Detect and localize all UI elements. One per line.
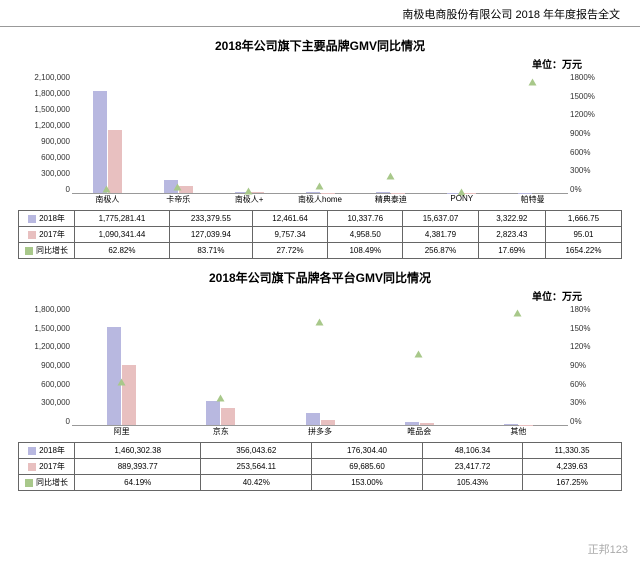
chart2-area (72, 305, 568, 426)
row-header: 同比增长 (19, 475, 75, 491)
yoy-marker (104, 185, 111, 192)
table-cell: 233,379.55 (169, 211, 252, 227)
chart1-block: 2018年公司旗下主要品牌GMV同比情况 单位：万元 2,100,0001,80… (0, 27, 640, 259)
chart2-y1-axis: 1,800,0001,500,0001,200,000900,000600,00… (22, 305, 70, 426)
bar-2017 (221, 408, 235, 425)
yoy-marker (118, 378, 125, 385)
bar-2018 (93, 91, 107, 193)
yoy-marker (317, 319, 324, 326)
table-cell: 17.69% (478, 243, 545, 259)
bar-2017 (321, 420, 335, 425)
table-cell: 4,381.79 (403, 227, 478, 243)
table-cell: 356,043.62 (201, 443, 312, 459)
chart1-unit: 单位：万元 (18, 56, 622, 71)
chart2-plot: 1,800,0001,500,0001,200,000900,000600,00… (22, 305, 618, 440)
table-cell: 27.72% (252, 243, 327, 259)
table-cell: 9,757.34 (252, 227, 327, 243)
bar-2018 (306, 413, 320, 425)
table-cell: 889,393.77 (75, 459, 201, 475)
chart1-title: 2018年公司旗下主要品牌GMV同比情况 (18, 37, 622, 54)
chart2-title: 2018年公司旗下品牌各平台GMV同比情况 (18, 269, 622, 286)
row-header: 2018年 (19, 443, 75, 459)
chart1-plot: 2,100,0001,800,0001,500,0001,200,000900,… (22, 73, 618, 208)
table-cell: 62.82% (75, 243, 170, 259)
x-label: 南极人home (285, 194, 356, 208)
yoy-marker (416, 351, 423, 358)
watermark: 正邦123 (588, 541, 628, 557)
x-label: PONY (426, 194, 497, 208)
yoy-marker (387, 172, 394, 179)
table-cell: 1,090,341.44 (75, 227, 170, 243)
table-cell: 1,666.75 (545, 211, 621, 227)
table-cell: 10,337.76 (328, 211, 403, 227)
table-cell: 48,106.34 (422, 443, 522, 459)
row-header: 2017年 (19, 459, 75, 475)
table-cell: 83.71% (169, 243, 252, 259)
table-cell: 11,330.35 (523, 443, 622, 459)
table-cell: 23,417.72 (422, 459, 522, 475)
x-label: 精典泰迪 (355, 194, 426, 208)
chart2-unit: 单位：万元 (18, 288, 622, 303)
table-cell: 105.43% (422, 475, 522, 491)
x-label: 唯品会 (370, 426, 469, 440)
yoy-marker (529, 78, 536, 85)
chart2-x-labels: 阿里京东拼多多唯品会其他 (72, 426, 568, 440)
table-cell: 256.87% (403, 243, 478, 259)
row-header: 2018年 (19, 211, 75, 227)
chart1-area (72, 73, 568, 194)
table-cell: 127,039.94 (169, 227, 252, 243)
table-cell: 95.01 (545, 227, 621, 243)
bar-2018 (306, 192, 320, 193)
table-cell: 1,775,281.41 (75, 211, 170, 227)
table-cell: 153.00% (312, 475, 423, 491)
table-cell: 4,958.50 (328, 227, 403, 243)
table-cell: 2,823.43 (478, 227, 545, 243)
x-label: 南极人 (72, 194, 143, 208)
x-label: 京东 (171, 426, 270, 440)
bar-2018 (504, 424, 518, 425)
x-label: 阿里 (72, 426, 171, 440)
row-header: 2017年 (19, 227, 75, 243)
table-cell: 253,564.11 (201, 459, 312, 475)
row-header: 同比增长 (19, 243, 75, 259)
bar-2018 (107, 327, 121, 425)
chart1-table: 2018年1,775,281.41233,379.5512,461.6410,3… (18, 210, 622, 259)
x-label: 其他 (469, 426, 568, 440)
x-label: 拼多多 (270, 426, 369, 440)
table-cell: 1,460,302.38 (75, 443, 201, 459)
x-label: 帕特曼 (497, 194, 568, 208)
chart2-y2-axis: 180%150%120%90%60%30%0% (570, 305, 618, 426)
chart2-table: 2018年1,460,302.38356,043.62176,304.4048,… (18, 442, 622, 491)
table-cell: 15,637.07 (403, 211, 478, 227)
table-cell: 12,461.64 (252, 211, 327, 227)
bar-2017 (122, 365, 136, 425)
yoy-marker (515, 309, 522, 316)
table-cell: 1654.22% (545, 243, 621, 259)
table-cell: 40.42% (201, 475, 312, 491)
table-cell: 69,685.60 (312, 459, 423, 475)
bar-2018 (376, 192, 390, 193)
table-cell: 108.49% (328, 243, 403, 259)
bar-2018 (206, 401, 220, 425)
x-label: 南极人+ (214, 194, 285, 208)
x-label: 卡帝乐 (143, 194, 214, 208)
bar-2018 (405, 422, 419, 425)
chart2-block: 2018年公司旗下品牌各平台GMV同比情况 单位：万元 1,800,0001,5… (0, 259, 640, 491)
yoy-marker (217, 394, 224, 401)
table-cell: 176,304.40 (312, 443, 423, 459)
document-header: 南极电商股份有限公司 2018 年年度报告全文 (0, 0, 640, 27)
table-cell: 4,239.63 (523, 459, 622, 475)
table-cell: 167.25% (523, 475, 622, 491)
chart1-y1-axis: 2,100,0001,800,0001,500,0001,200,000900,… (22, 73, 70, 194)
yoy-marker (317, 182, 324, 189)
table-cell: 64.19% (75, 475, 201, 491)
bar-2017 (108, 130, 122, 193)
chart1-x-labels: 南极人卡帝乐南极人+南极人home精典泰迪PONY帕特曼 (72, 194, 568, 208)
yoy-marker (175, 184, 182, 191)
chart1-y2-axis: 1800%1500%1200%900%600%300%0% (570, 73, 618, 194)
table-cell: 3,322.92 (478, 211, 545, 227)
bar-2017 (420, 423, 434, 425)
